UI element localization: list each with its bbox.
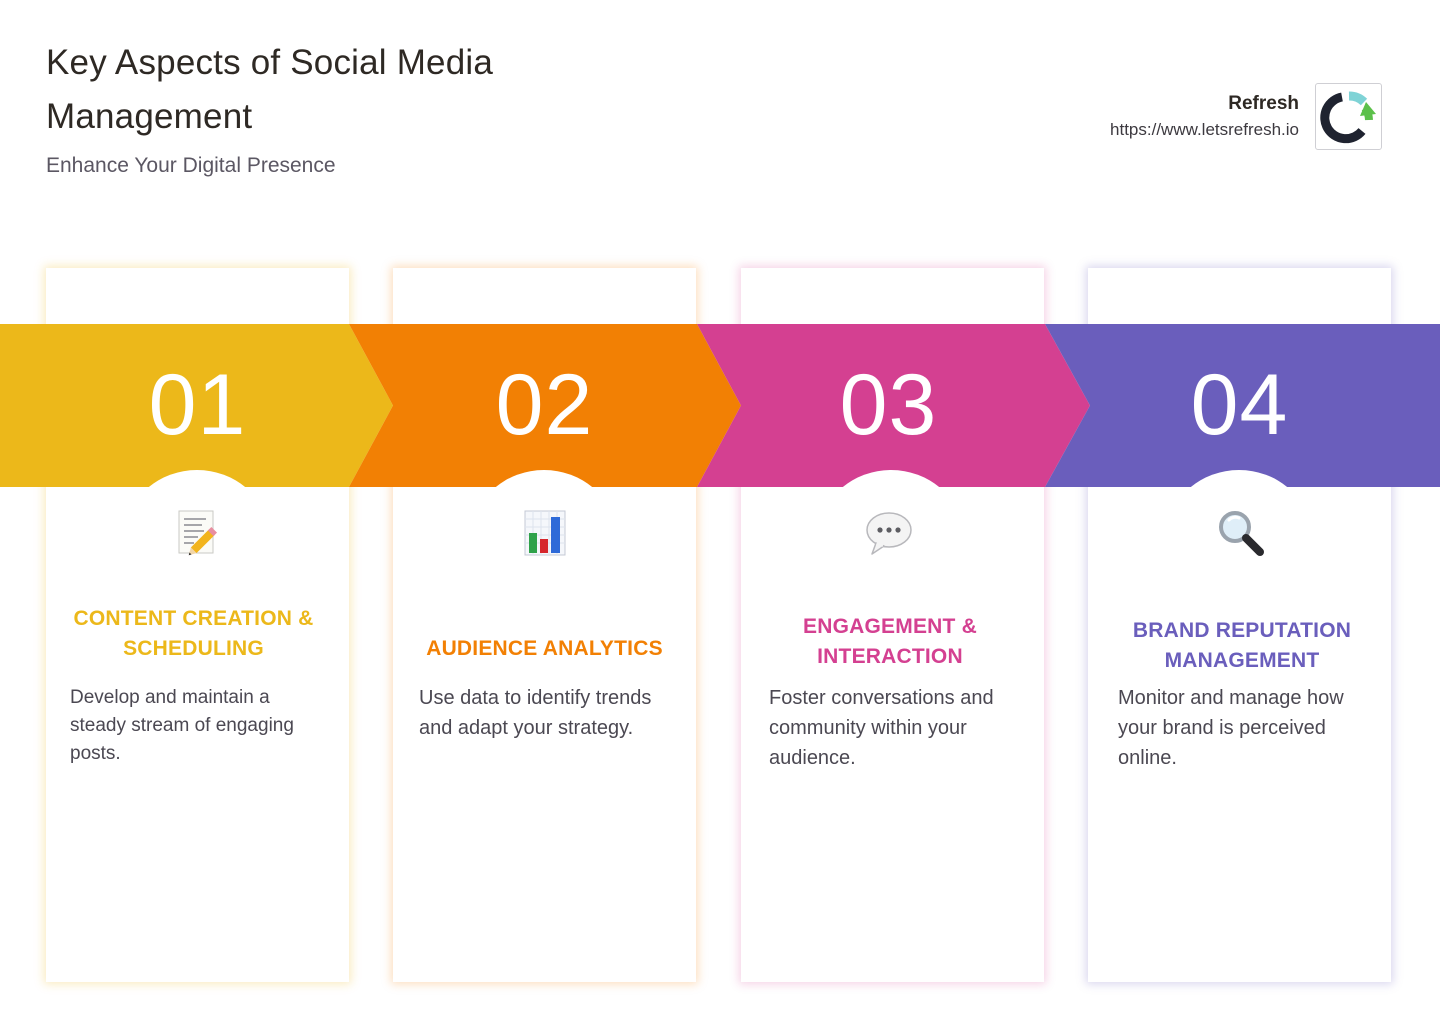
- memo-pencil-icon: [46, 505, 349, 561]
- brand-block: Refresh https://www.letsrefresh.io: [1110, 83, 1382, 150]
- brand-name: Refresh: [1228, 92, 1299, 114]
- brand-logo: [1315, 83, 1382, 150]
- step-heading-2: AUDIENCE ANALYTICS: [426, 637, 663, 660]
- bar-chart-icon: [393, 505, 696, 561]
- arrow-segment-4: [1045, 324, 1440, 487]
- refresh-logo-icon: [1319, 91, 1376, 143]
- step-heading-4: BRAND REPUTATION MANAGEMENT: [1132, 619, 1352, 672]
- step-number-1: 01: [148, 357, 247, 453]
- magnifying-glass-icon: [1088, 505, 1391, 561]
- step-description-2: Use data to identify trends and adapt yo…: [419, 687, 652, 739]
- step-number-3: 03: [839, 357, 938, 453]
- step-heading-1: CONTENT CREATION & SCHEDULING: [73, 607, 314, 660]
- step-heading-3: ENGAGEMENT & INTERACTION: [803, 615, 977, 668]
- page-subtitle: Enhance Your Digital Presence: [46, 154, 336, 177]
- step-description-4: Monitor and manage how your brand is per…: [1118, 687, 1344, 769]
- step-description-3: Foster conversations and community withi…: [769, 687, 994, 769]
- speech-bubble-icon: [737, 505, 1040, 561]
- step-number-4: 04: [1190, 357, 1289, 453]
- step-arrow-band: [0, 324, 1440, 487]
- arrow-segment-3: [697, 324, 1090, 487]
- page-title: Key Aspects of Social Media Management: [46, 43, 494, 136]
- step-number-2: 02: [495, 357, 594, 453]
- brand-text: Refresh https://www.letsrefresh.io: [1110, 91, 1299, 143]
- arrow-segment-1: [0, 324, 393, 487]
- step-description-1: Develop and maintain a steady stream of …: [70, 687, 294, 764]
- arrow-segment-2: [349, 324, 741, 487]
- brand-url[interactable]: https://www.letsrefresh.io: [1110, 119, 1299, 139]
